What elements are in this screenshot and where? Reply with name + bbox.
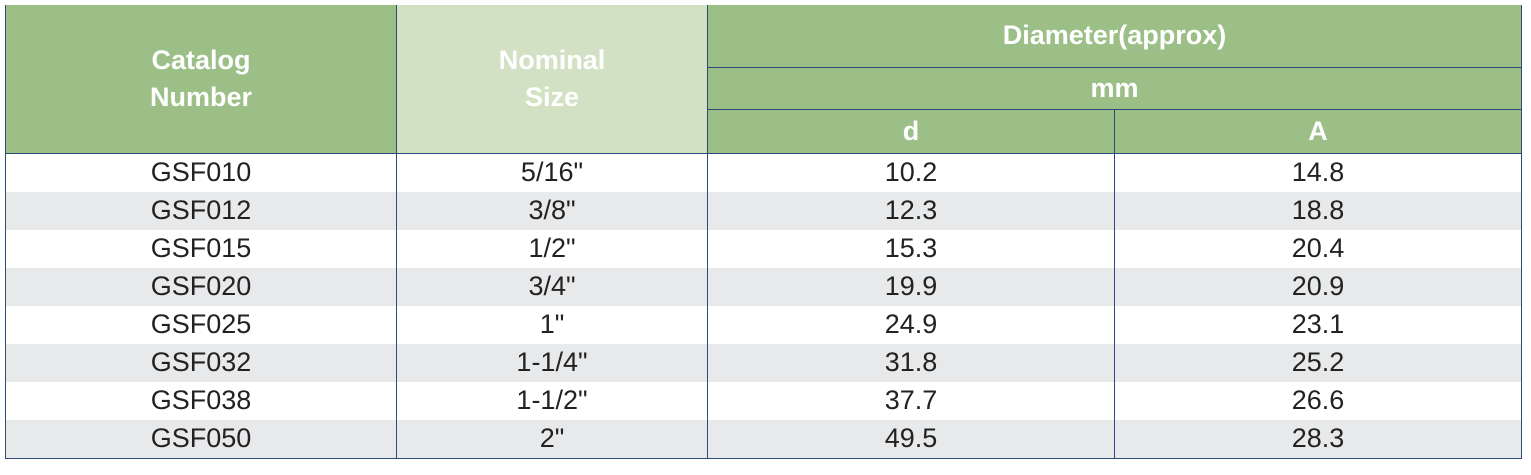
- table-row: GSF020 3/4" 19.9 20.9: [5, 267, 1522, 306]
- table-cell: GSF020: [5, 267, 397, 306]
- table-cell: 2": [396, 419, 708, 459]
- table-row: GSF025 1" 24.9 23.1: [5, 305, 1522, 344]
- table-cell: 49.5: [707, 419, 1115, 459]
- table-cell: 28.3: [1114, 419, 1522, 459]
- table-row: GSF050 2" 49.5 28.3: [5, 419, 1522, 459]
- table-cell: 1-1/2": [396, 381, 708, 420]
- table-cell: 5/16": [396, 152, 708, 192]
- header-text: Catalog Number: [149, 44, 252, 112]
- table-cell: 3/8": [396, 191, 708, 230]
- table-cell: 1/2": [396, 229, 708, 268]
- header-cell: mm: [707, 66, 1522, 109]
- header-cell: A: [1114, 108, 1522, 153]
- table-row: GSF032 1-1/4" 31.8 25.2: [5, 343, 1522, 382]
- table-cell: 15.3: [707, 229, 1115, 268]
- table-cell: GSF038: [5, 381, 397, 420]
- table-cell: GSF050: [5, 419, 397, 459]
- header-cell: Nominal Size: [396, 5, 708, 153]
- header-cell: Diameter(approx): [707, 5, 1522, 67]
- table-cell: 3/4": [396, 267, 708, 306]
- table-cell: GSF010: [5, 152, 397, 192]
- header-cell: Catalog Number: [5, 5, 397, 153]
- table-cell: 31.8: [707, 343, 1115, 382]
- table-cell: 12.3: [707, 191, 1115, 230]
- table-cell: 14.8: [1114, 152, 1522, 192]
- table-cell: 20.4: [1114, 229, 1522, 268]
- table-cell: 24.9: [707, 305, 1115, 344]
- table-cell: 19.9: [707, 267, 1115, 306]
- header-cell: d: [707, 108, 1115, 153]
- table-cell: 23.1: [1114, 305, 1522, 344]
- table-cell: 18.8: [1114, 191, 1522, 230]
- table-cell: 37.7: [707, 381, 1115, 420]
- table-row: GSF038 1-1/2" 37.7 26.6: [5, 381, 1522, 420]
- table-cell: 10.2: [707, 152, 1115, 192]
- table-row: GSF012 3/8" 12.3 18.8: [5, 191, 1522, 230]
- table-cell: 26.6: [1114, 381, 1522, 420]
- table-row: GSF010 5/16" 10.2 14.8: [5, 152, 1522, 192]
- table-cell: 1-1/4": [396, 343, 708, 382]
- table-cell: GSF032: [5, 343, 397, 382]
- table-row: GSF015 1/2" 15.3 20.4: [5, 229, 1522, 268]
- table-body: GSF010 5/16" 10.2 14.8 GSF012 3/8" 12.3 18.8 GSF…: [5, 152, 1522, 459]
- table-cell: GSF015: [5, 229, 397, 268]
- header-text: Nominal Size: [498, 44, 606, 112]
- table-cell: GSF025: [5, 305, 397, 344]
- table-cell: 20.9: [1114, 267, 1522, 306]
- spec-table-container: Catalog Number Nominal Size Diameter(app…: [5, 5, 1522, 459]
- table-cell: GSF012: [5, 191, 397, 230]
- table-cell: 25.2: [1114, 343, 1522, 382]
- spec-table: Catalog Number Nominal Size Diameter(app…: [5, 5, 1522, 459]
- table-cell: 1": [396, 305, 708, 344]
